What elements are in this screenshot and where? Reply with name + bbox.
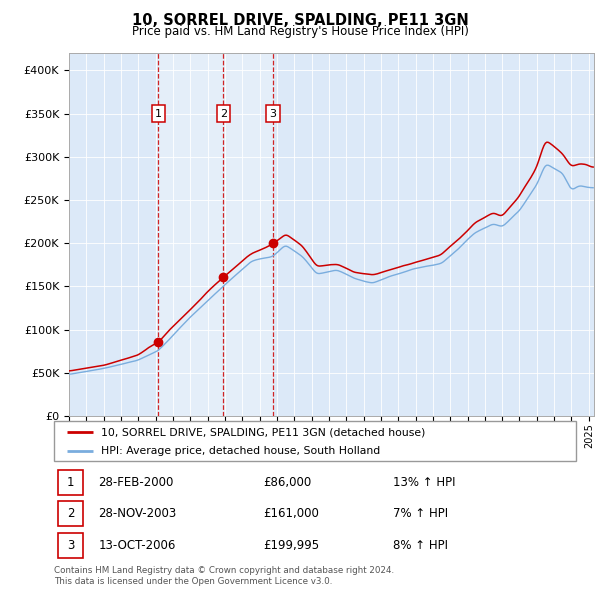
Text: 7% ↑ HPI: 7% ↑ HPI	[394, 507, 448, 520]
FancyBboxPatch shape	[54, 421, 576, 461]
Text: £86,000: £86,000	[263, 476, 311, 489]
Text: 2: 2	[220, 109, 227, 119]
Text: 3: 3	[67, 539, 74, 552]
FancyBboxPatch shape	[58, 533, 83, 558]
Text: 10, SORREL DRIVE, SPALDING, PE11 3GN: 10, SORREL DRIVE, SPALDING, PE11 3GN	[131, 13, 469, 28]
FancyBboxPatch shape	[58, 502, 83, 526]
Text: 2: 2	[67, 507, 74, 520]
Text: 28-NOV-2003: 28-NOV-2003	[98, 507, 176, 520]
Text: Contains HM Land Registry data © Crown copyright and database right 2024.
This d: Contains HM Land Registry data © Crown c…	[54, 566, 394, 586]
Bar	[158, 53, 273, 416]
Text: 8% ↑ HPI: 8% ↑ HPI	[394, 539, 448, 552]
Text: HPI: Average price, detached house, South Holland: HPI: Average price, detached house, Sout…	[101, 445, 380, 455]
Text: 1: 1	[67, 476, 74, 489]
Text: 13% ↑ HPI: 13% ↑ HPI	[394, 476, 456, 489]
FancyBboxPatch shape	[58, 470, 83, 495]
Text: £199,995: £199,995	[263, 539, 319, 552]
Text: 13-OCT-2006: 13-OCT-2006	[98, 539, 176, 552]
Text: 1: 1	[155, 109, 162, 119]
Text: 28-FEB-2000: 28-FEB-2000	[98, 476, 174, 489]
Text: 10, SORREL DRIVE, SPALDING, PE11 3GN (detached house): 10, SORREL DRIVE, SPALDING, PE11 3GN (de…	[101, 427, 425, 437]
Text: Price paid vs. HM Land Registry's House Price Index (HPI): Price paid vs. HM Land Registry's House …	[131, 25, 469, 38]
Text: £161,000: £161,000	[263, 507, 319, 520]
Text: 3: 3	[269, 109, 277, 119]
